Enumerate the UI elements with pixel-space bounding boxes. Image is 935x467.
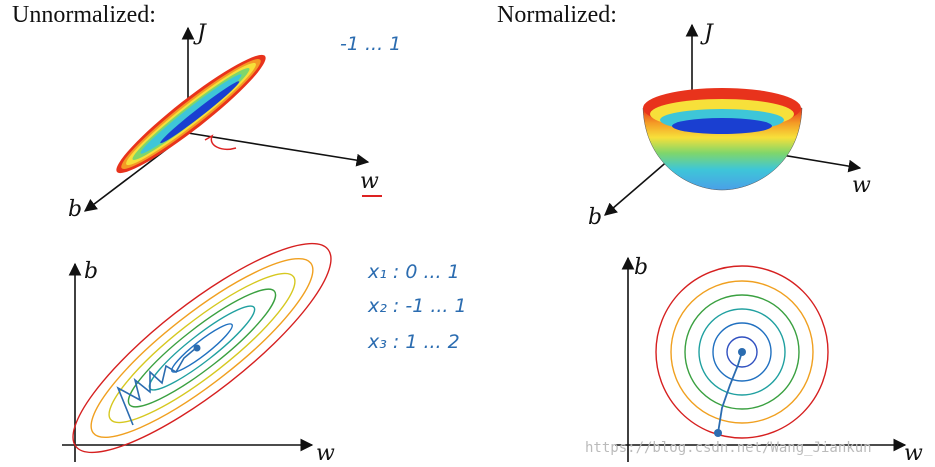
axis-label: w (360, 169, 379, 194)
axis-label: J (193, 21, 207, 46)
note: x₂ : -1 ... 1 (367, 295, 467, 317)
normalized-contours: b w (615, 255, 923, 466)
panel-title: Normalized: (497, 2, 617, 28)
axis-label: w (316, 441, 335, 466)
normalized-surface: J w b (588, 21, 871, 230)
axis-label: b (84, 259, 98, 284)
watermark: https://blog.csdn.net/Wang_Jiankun (585, 440, 872, 456)
note: -1 ... 1 (340, 33, 401, 55)
axis-label: w (904, 441, 923, 466)
axis-label: b (68, 197, 82, 222)
unnormalized-contours: b w (62, 242, 335, 466)
unnormalized-surface: J w b (68, 21, 382, 222)
axis-label: b (634, 255, 648, 280)
axis-label: J (700, 21, 714, 46)
axis-label: w (852, 173, 871, 198)
note: x₃ : 1 ... 2 (367, 331, 460, 353)
panel-title: Unnormalized: (12, 2, 156, 28)
axis-label: b (588, 205, 602, 230)
note: x₁ : 0 ... 1 (367, 261, 460, 283)
